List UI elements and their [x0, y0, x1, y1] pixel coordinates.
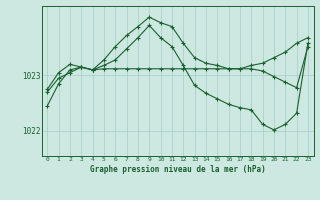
X-axis label: Graphe pression niveau de la mer (hPa): Graphe pression niveau de la mer (hPa): [90, 165, 266, 174]
